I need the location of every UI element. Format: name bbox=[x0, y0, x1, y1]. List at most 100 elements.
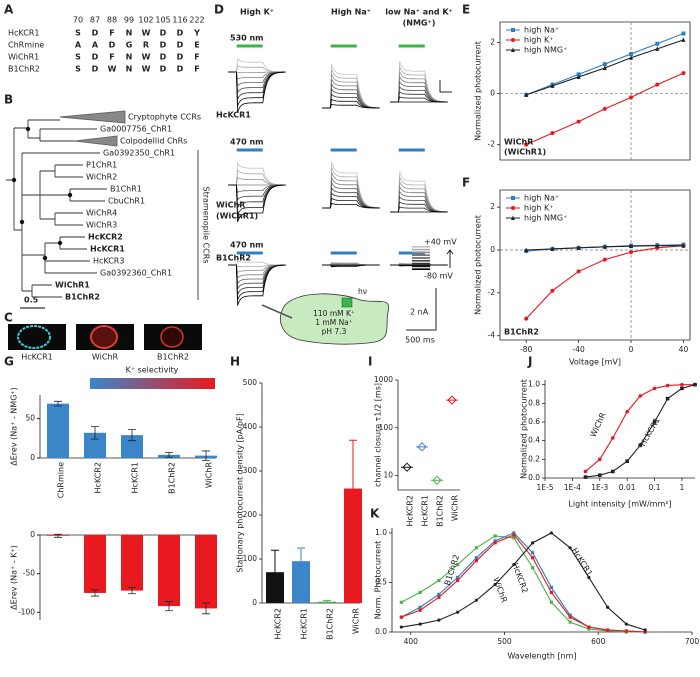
leaf-label: P1ChR1 bbox=[86, 161, 117, 170]
leaf-label: Ga0392360_ChR1 bbox=[100, 269, 172, 278]
series-line bbox=[401, 534, 646, 633]
light-bar bbox=[330, 251, 357, 255]
y-tick-label: 0 bbox=[252, 598, 257, 607]
panel-letter: H bbox=[230, 355, 240, 369]
y-tick-label: -50 bbox=[23, 569, 35, 578]
residue: W bbox=[142, 29, 151, 38]
residue: A bbox=[92, 41, 99, 50]
panel-letter: C bbox=[4, 311, 13, 325]
scale-bar bbox=[406, 288, 437, 331]
point bbox=[456, 575, 460, 580]
x-tick-label: 0 bbox=[629, 345, 634, 354]
panel-letter: E bbox=[462, 3, 470, 17]
point bbox=[602, 106, 607, 111]
bar bbox=[84, 535, 106, 593]
residue: D bbox=[109, 41, 116, 50]
leaf-label: Colpodellid ChRs bbox=[120, 137, 187, 146]
panel-letter: D bbox=[214, 3, 224, 17]
curve-label: HcKCR1 bbox=[638, 416, 662, 448]
y-tick-label: 50 bbox=[25, 414, 35, 423]
category-label: WiChR bbox=[205, 462, 214, 489]
light-bar bbox=[236, 44, 263, 48]
panel-letter: F bbox=[462, 176, 470, 190]
point bbox=[602, 257, 607, 262]
point bbox=[606, 605, 610, 609]
y-tick-label: 1.0 bbox=[375, 528, 387, 537]
point bbox=[550, 288, 555, 293]
legend-label: high Na⁺ bbox=[524, 194, 559, 203]
x-tick-label: -80 bbox=[520, 345, 532, 354]
point bbox=[511, 215, 515, 220]
point bbox=[693, 382, 697, 387]
point bbox=[587, 625, 591, 629]
point bbox=[493, 539, 497, 543]
error-bar bbox=[323, 599, 331, 603]
sequence-name: ChRmine bbox=[8, 41, 44, 50]
point bbox=[611, 436, 615, 440]
point bbox=[399, 625, 403, 629]
point bbox=[531, 556, 535, 560]
position-number: 116 bbox=[172, 16, 187, 25]
point bbox=[638, 394, 643, 398]
series-line bbox=[585, 384, 696, 478]
curve-label: WiChR bbox=[588, 411, 607, 439]
residue: D bbox=[160, 65, 167, 74]
point bbox=[655, 82, 660, 87]
residue: D bbox=[92, 65, 99, 74]
leaf-label: Ga0392350_ChR1 bbox=[103, 149, 175, 158]
point bbox=[625, 409, 629, 414]
legend-label: high Na⁺ bbox=[524, 26, 559, 35]
y-tick-label: 0.4 bbox=[528, 436, 540, 445]
y-tick-label: 1000 bbox=[374, 375, 393, 384]
point bbox=[437, 618, 441, 622]
voltage-legend-bar bbox=[412, 262, 430, 265]
point bbox=[629, 250, 634, 255]
residue: E bbox=[194, 41, 199, 50]
point bbox=[611, 469, 615, 474]
bar bbox=[195, 535, 217, 609]
phylogenetic-tree bbox=[6, 110, 199, 309]
panel-tag: WiChR bbox=[504, 138, 533, 147]
position-number: 105 bbox=[155, 16, 170, 25]
position-number: 70 bbox=[73, 16, 83, 25]
category-label: HcKCR1 bbox=[131, 462, 140, 493]
category-label: WiChR bbox=[352, 608, 361, 635]
error-bar bbox=[165, 452, 173, 458]
point bbox=[681, 31, 686, 36]
point bbox=[511, 196, 515, 200]
residue: N bbox=[126, 65, 133, 74]
y-tick-label: 100 bbox=[243, 554, 258, 563]
bar bbox=[121, 535, 143, 591]
bar bbox=[121, 435, 143, 458]
error-bar bbox=[165, 601, 173, 612]
axis-label: channel closure τ1/2 [ms] bbox=[374, 383, 383, 487]
x-tick-label: 0.01 bbox=[619, 483, 636, 492]
point bbox=[524, 247, 529, 252]
x-tick-label: 1E-5 bbox=[537, 483, 554, 492]
point bbox=[456, 578, 460, 583]
y-tick-label: 0.0 bbox=[375, 627, 387, 636]
x-tick-label: 400 bbox=[404, 637, 419, 646]
voltage-legend-bar bbox=[412, 248, 430, 251]
point bbox=[568, 615, 572, 619]
category-label: WiChR bbox=[451, 495, 460, 522]
point bbox=[665, 383, 670, 388]
panel-letter: K bbox=[370, 507, 380, 521]
bar bbox=[292, 561, 310, 603]
series-line bbox=[585, 384, 695, 472]
point bbox=[493, 582, 497, 587]
point bbox=[512, 533, 516, 537]
curve-label: WiChR bbox=[491, 576, 509, 604]
point bbox=[652, 420, 657, 424]
light-label: 530 nm bbox=[230, 34, 264, 43]
tree-nodes bbox=[11, 126, 73, 261]
sequence-name: WiChR1 bbox=[8, 53, 39, 62]
point bbox=[597, 457, 602, 462]
residue: S bbox=[75, 29, 81, 38]
y-tick-label: 100 bbox=[379, 423, 394, 432]
point bbox=[576, 119, 581, 124]
point bbox=[655, 243, 660, 248]
panel-letter: A bbox=[4, 3, 14, 17]
voltage-label: +40 mV bbox=[424, 238, 457, 247]
